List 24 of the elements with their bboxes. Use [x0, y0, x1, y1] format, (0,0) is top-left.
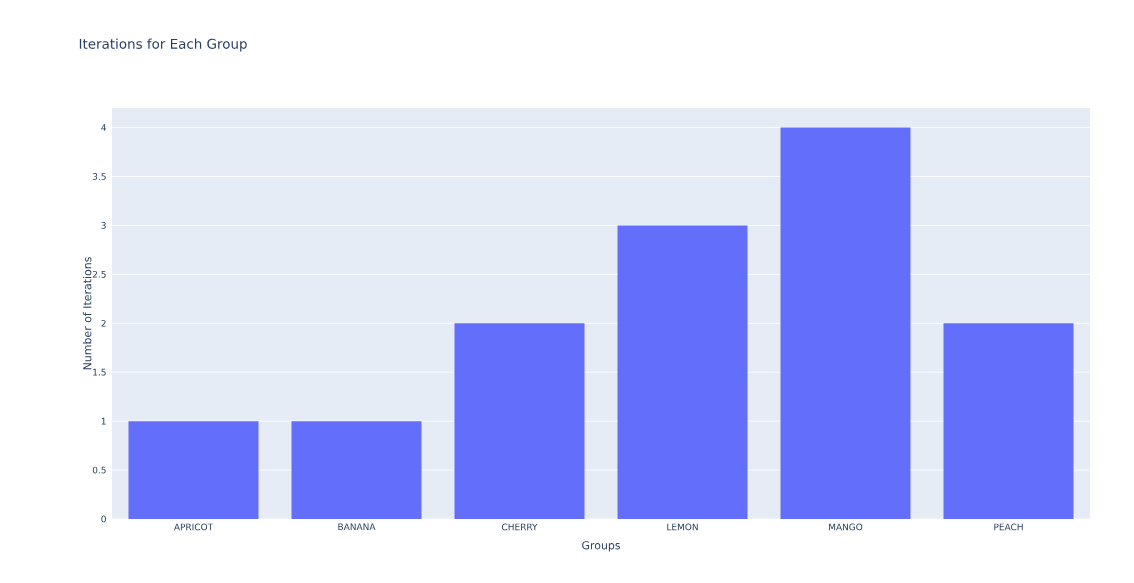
- x-tick-label: PEACH: [994, 523, 1023, 531]
- y-tick-label: 0: [101, 515, 106, 523]
- y-tick-label: 1.5: [93, 368, 106, 376]
- chart-title: Iterations for Each Group: [79, 38, 247, 52]
- bar: [617, 225, 748, 519]
- y-tick-label: 4: [101, 124, 106, 131]
- x-axis-title: Groups: [582, 541, 621, 552]
- y-tick-label: 3.5: [92, 173, 106, 180]
- bar: [943, 323, 1074, 519]
- x-tick-label: CHERRY: [501, 523, 538, 531]
- y-tick-label: 3: [101, 222, 106, 229]
- x-tick-label: BANANA: [338, 523, 376, 531]
- y-tick-label: 1: [101, 417, 106, 425]
- y-tick-label: 0.5: [92, 466, 106, 474]
- x-tick-label: APRICOT: [173, 523, 214, 531]
- x-tick-label: MANGO: [829, 523, 863, 531]
- bar: [128, 421, 259, 519]
- y-tick-label: 2: [101, 319, 106, 327]
- bar: [454, 323, 585, 519]
- y-axis-title: Number of Iterations: [82, 257, 92, 370]
- y-tick-label: 2.5: [92, 270, 106, 278]
- bar: [291, 421, 422, 519]
- bar: [780, 127, 911, 519]
- x-tick-label: LEMON: [667, 523, 698, 531]
